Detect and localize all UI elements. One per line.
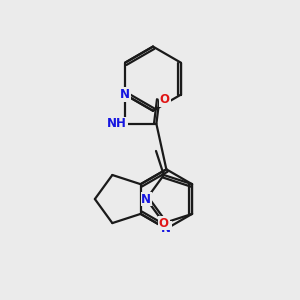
Text: N: N	[120, 88, 130, 101]
Text: NH: NH	[107, 117, 127, 130]
Text: N: N	[161, 222, 171, 235]
Text: O: O	[159, 217, 169, 230]
Text: N: N	[141, 193, 151, 206]
Text: O: O	[160, 93, 170, 106]
